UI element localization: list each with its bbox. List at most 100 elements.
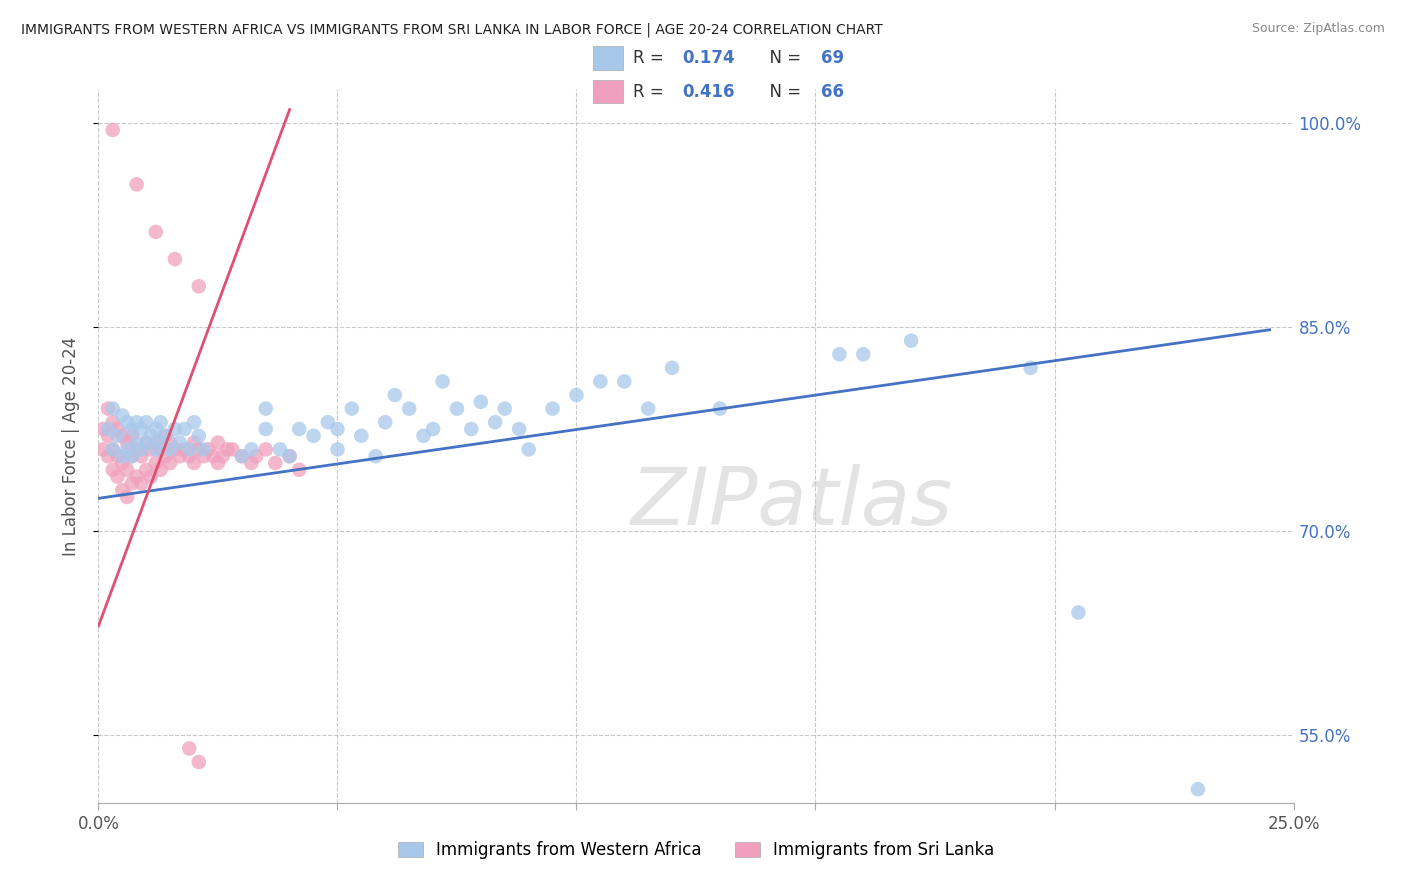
- Point: [115, 490, 138, 504]
- Point: [350, 429, 373, 443]
- Text: R =: R =: [633, 83, 669, 101]
- Point: [107, 469, 129, 483]
- Point: [145, 456, 167, 470]
- Point: [187, 755, 209, 769]
- Point: [121, 449, 143, 463]
- Point: [207, 456, 229, 470]
- Point: [637, 401, 659, 416]
- Point: [278, 449, 301, 463]
- Point: [187, 279, 209, 293]
- Point: [412, 429, 434, 443]
- Point: [169, 449, 191, 463]
- Point: [91, 422, 114, 436]
- Point: [111, 429, 134, 443]
- Point: [155, 449, 177, 463]
- Point: [202, 449, 225, 463]
- Point: [97, 449, 120, 463]
- Point: [135, 435, 157, 450]
- Text: 0.174: 0.174: [683, 49, 735, 67]
- Text: N =: N =: [759, 83, 806, 101]
- Point: [111, 456, 134, 470]
- Point: [288, 463, 311, 477]
- Point: [187, 442, 209, 457]
- Point: [187, 429, 209, 443]
- Point: [97, 401, 120, 416]
- FancyBboxPatch shape: [593, 80, 623, 103]
- Point: [101, 415, 124, 429]
- Point: [107, 422, 129, 436]
- Point: [163, 442, 186, 457]
- Point: [197, 442, 219, 457]
- Point: [460, 422, 482, 436]
- Point: [135, 435, 157, 450]
- Text: R =: R =: [633, 49, 669, 67]
- Point: [254, 442, 277, 457]
- Point: [173, 442, 195, 457]
- Text: IMMIGRANTS FROM WESTERN AFRICA VS IMMIGRANTS FROM SRI LANKA IN LABOR FORCE | AGE: IMMIGRANTS FROM WESTERN AFRICA VS IMMIGR…: [21, 22, 883, 37]
- Y-axis label: In Labor Force | Age 20-24: In Labor Force | Age 20-24: [62, 336, 80, 556]
- Point: [240, 456, 263, 470]
- Point: [316, 415, 339, 429]
- Point: [193, 442, 215, 457]
- Point: [155, 429, 177, 443]
- Point: [121, 476, 143, 491]
- Point: [125, 442, 148, 457]
- Point: [1187, 782, 1209, 797]
- Point: [589, 375, 612, 389]
- Point: [163, 252, 186, 266]
- Point: [111, 409, 134, 423]
- Point: [101, 442, 124, 457]
- Point: [326, 442, 349, 457]
- Point: [149, 415, 172, 429]
- Point: [179, 449, 201, 463]
- Point: [155, 429, 177, 443]
- Point: [852, 347, 875, 361]
- Point: [508, 422, 530, 436]
- Point: [484, 415, 506, 429]
- Point: [145, 442, 167, 457]
- Point: [326, 422, 349, 436]
- Point: [145, 435, 167, 450]
- Point: [159, 442, 181, 457]
- Point: [107, 429, 129, 443]
- Legend: Immigrants from Western Africa, Immigrants from Sri Lanka: Immigrants from Western Africa, Immigran…: [391, 835, 1001, 866]
- Point: [159, 435, 181, 450]
- Point: [145, 225, 167, 239]
- Point: [269, 442, 291, 457]
- Text: N =: N =: [759, 49, 806, 67]
- Point: [245, 449, 267, 463]
- Point: [254, 422, 277, 436]
- Point: [384, 388, 406, 402]
- Point: [828, 347, 851, 361]
- Point: [422, 422, 444, 436]
- Point: [231, 449, 253, 463]
- Point: [183, 435, 205, 450]
- Point: [211, 449, 233, 463]
- Point: [179, 442, 201, 457]
- Point: [254, 401, 277, 416]
- Point: [565, 388, 588, 402]
- Point: [101, 401, 124, 416]
- Point: [125, 415, 148, 429]
- Point: [145, 422, 167, 436]
- Point: [101, 123, 124, 137]
- Point: [135, 463, 157, 477]
- Point: [231, 449, 253, 463]
- Point: [470, 394, 492, 409]
- Point: [661, 360, 683, 375]
- Point: [432, 375, 454, 389]
- Point: [288, 422, 311, 436]
- Point: [709, 401, 731, 416]
- Point: [115, 442, 138, 457]
- Point: [125, 469, 148, 483]
- Point: [131, 449, 153, 463]
- Point: [398, 401, 420, 416]
- Point: [900, 334, 922, 348]
- Point: [217, 442, 239, 457]
- Point: [131, 442, 153, 457]
- Text: Source: ZipAtlas.com: Source: ZipAtlas.com: [1251, 22, 1385, 36]
- Text: 0.416: 0.416: [683, 83, 735, 101]
- Point: [125, 435, 148, 450]
- Point: [169, 435, 191, 450]
- Point: [149, 442, 172, 457]
